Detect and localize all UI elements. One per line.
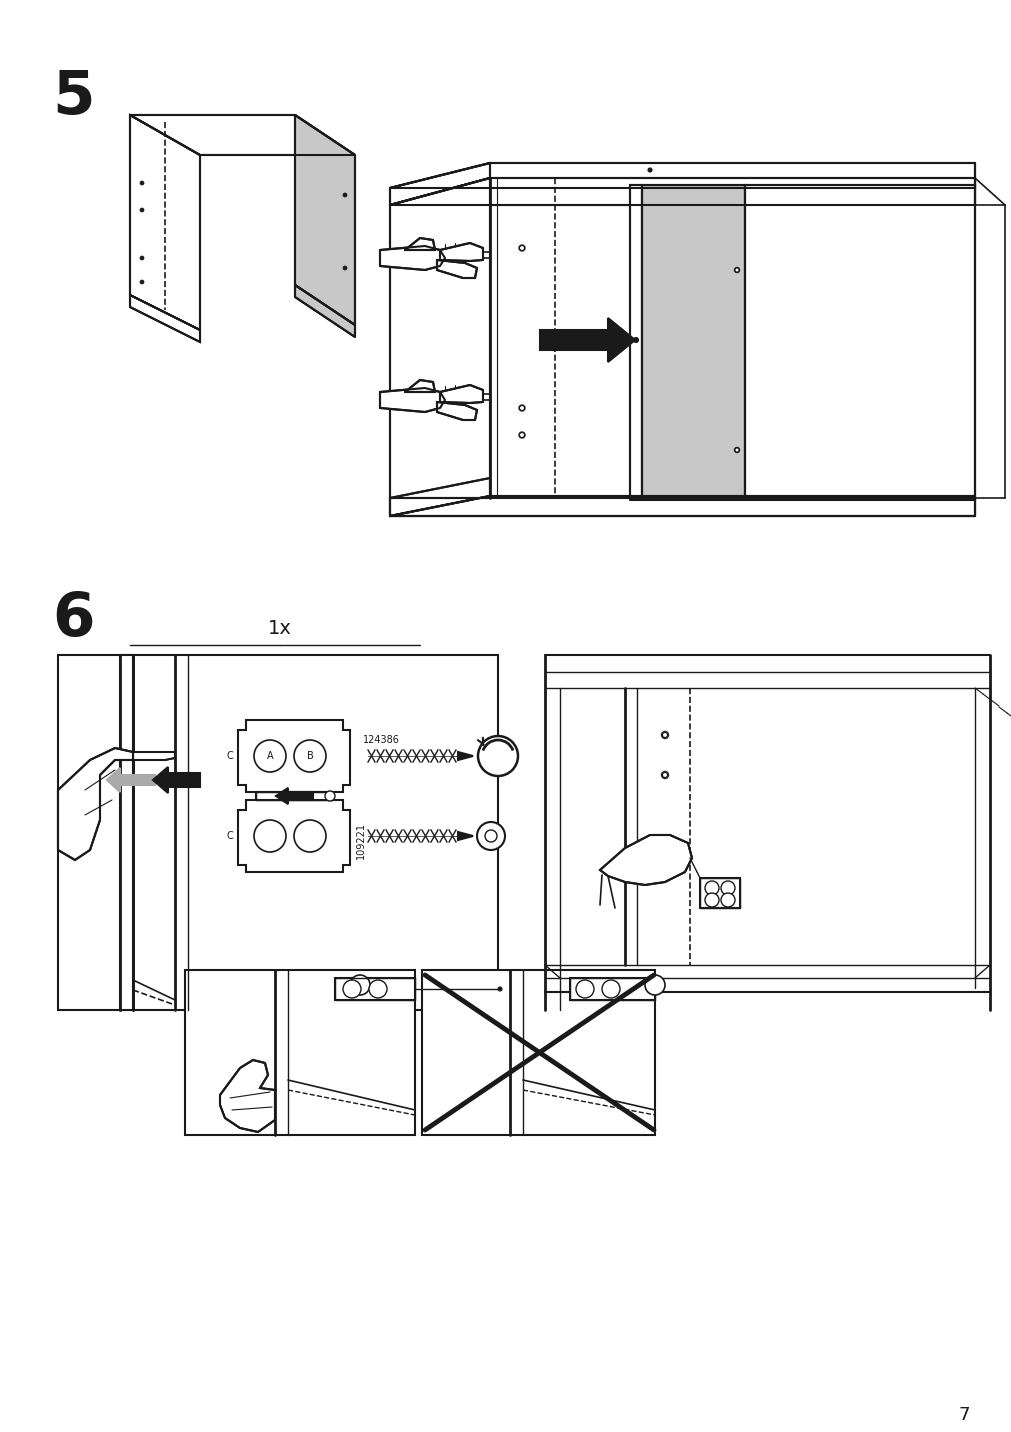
Polygon shape	[700, 878, 739, 908]
Polygon shape	[238, 720, 350, 792]
Polygon shape	[153, 768, 200, 793]
Circle shape	[141, 256, 144, 259]
Text: B: B	[306, 750, 313, 760]
Circle shape	[734, 448, 738, 453]
Text: C: C	[226, 831, 233, 841]
Polygon shape	[641, 185, 744, 500]
Circle shape	[575, 979, 593, 998]
Circle shape	[254, 821, 286, 852]
Circle shape	[705, 894, 718, 906]
Text: C: C	[226, 750, 233, 760]
Circle shape	[519, 432, 525, 438]
Text: A: A	[267, 750, 273, 760]
Circle shape	[662, 733, 667, 737]
Circle shape	[484, 831, 496, 842]
Polygon shape	[129, 115, 355, 155]
Polygon shape	[256, 792, 333, 800]
Circle shape	[647, 168, 651, 172]
Polygon shape	[389, 495, 974, 516]
Circle shape	[343, 266, 347, 269]
Circle shape	[343, 979, 361, 998]
Circle shape	[644, 975, 664, 995]
Polygon shape	[440, 243, 482, 261]
Polygon shape	[295, 115, 355, 325]
Text: 7: 7	[957, 1406, 969, 1423]
Polygon shape	[458, 832, 472, 841]
Polygon shape	[744, 185, 974, 500]
Polygon shape	[569, 978, 654, 1000]
Circle shape	[254, 740, 286, 772]
Text: 124386: 124386	[363, 735, 399, 745]
Bar	[422, 969, 654, 1136]
Polygon shape	[389, 478, 489, 516]
Circle shape	[662, 772, 667, 778]
Polygon shape	[129, 115, 200, 329]
Polygon shape	[600, 835, 692, 885]
Text: 109221: 109221	[356, 822, 366, 859]
Circle shape	[519, 405, 525, 411]
Circle shape	[705, 881, 718, 895]
Circle shape	[661, 732, 668, 739]
Polygon shape	[540, 318, 634, 362]
Circle shape	[519, 405, 524, 411]
Text: 1x: 1x	[268, 619, 291, 639]
Circle shape	[141, 182, 144, 185]
Circle shape	[661, 772, 668, 779]
Circle shape	[734, 268, 738, 272]
Circle shape	[720, 894, 734, 906]
Polygon shape	[379, 388, 445, 412]
Polygon shape	[132, 752, 175, 760]
Circle shape	[141, 208, 144, 212]
Polygon shape	[379, 246, 445, 271]
Circle shape	[294, 821, 326, 852]
Circle shape	[519, 245, 524, 251]
Polygon shape	[58, 748, 132, 861]
Circle shape	[476, 822, 504, 851]
Circle shape	[369, 979, 386, 998]
Circle shape	[325, 790, 335, 800]
Polygon shape	[389, 498, 974, 516]
Polygon shape	[404, 379, 435, 392]
Polygon shape	[276, 788, 312, 803]
Polygon shape	[389, 163, 974, 188]
Circle shape	[734, 448, 739, 453]
Circle shape	[734, 268, 739, 272]
Text: 5: 5	[52, 67, 94, 127]
Bar	[58, 654, 497, 1010]
Circle shape	[497, 987, 501, 991]
Polygon shape	[458, 752, 472, 760]
Polygon shape	[107, 768, 155, 792]
Circle shape	[602, 979, 620, 998]
Circle shape	[343, 193, 347, 196]
Polygon shape	[389, 178, 974, 205]
Polygon shape	[335, 978, 415, 1000]
Circle shape	[350, 975, 370, 995]
Text: 6: 6	[52, 590, 94, 649]
Polygon shape	[120, 654, 132, 1010]
Circle shape	[519, 432, 524, 438]
Polygon shape	[440, 385, 482, 402]
Polygon shape	[630, 185, 641, 500]
Polygon shape	[437, 261, 476, 278]
Polygon shape	[389, 163, 489, 205]
Circle shape	[141, 281, 144, 284]
Polygon shape	[404, 238, 435, 251]
Circle shape	[633, 338, 638, 342]
Circle shape	[294, 740, 326, 772]
Circle shape	[477, 736, 518, 776]
Polygon shape	[295, 285, 355, 337]
Circle shape	[519, 245, 525, 251]
Polygon shape	[437, 402, 476, 420]
Circle shape	[720, 881, 734, 895]
Polygon shape	[219, 1060, 275, 1133]
Bar	[185, 969, 415, 1136]
Polygon shape	[389, 178, 489, 498]
Polygon shape	[129, 295, 200, 342]
Polygon shape	[238, 800, 350, 872]
